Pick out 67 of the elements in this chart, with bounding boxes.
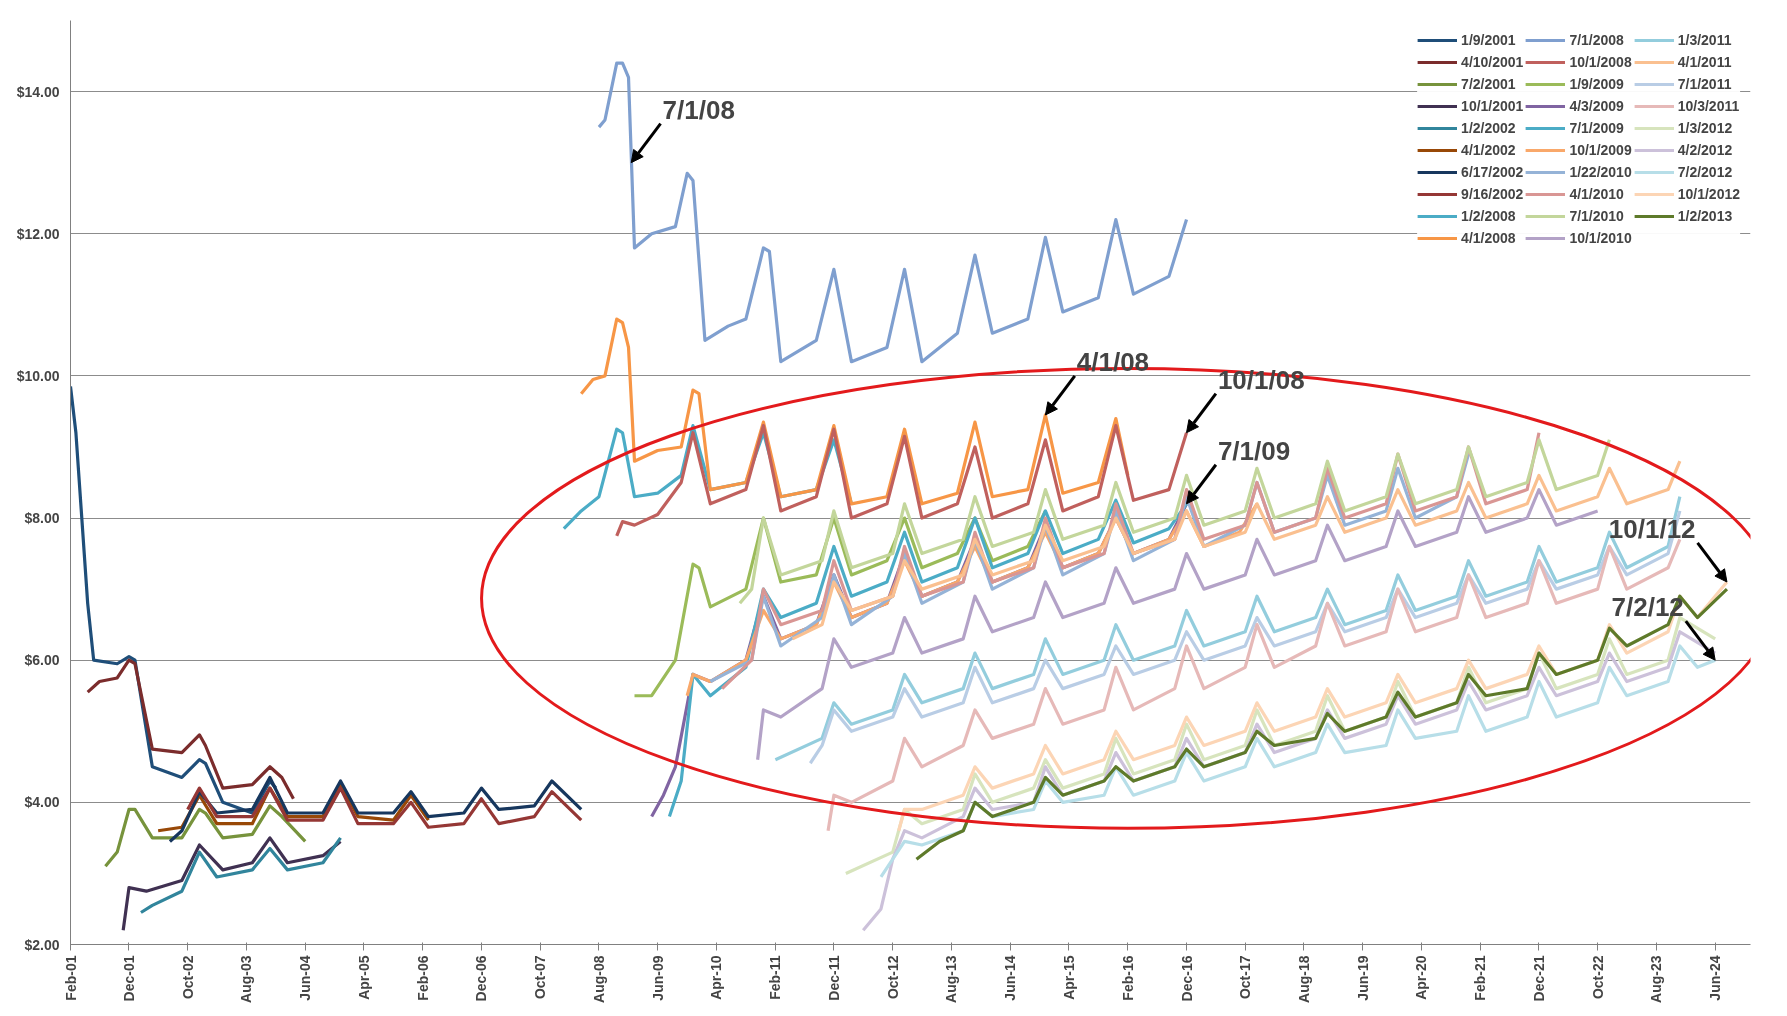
y-tick-label: $8.00 <box>24 510 60 527</box>
legend-label: 1/22/2010 <box>1569 164 1632 180</box>
legend-label: 10/3/2011 <box>1677 98 1740 114</box>
x-tick-label: Feb-11 <box>767 955 784 1000</box>
x-tick-label: Jun-19 <box>1354 955 1371 1001</box>
legend-label: 10/1/2008 <box>1569 54 1632 70</box>
legend-label: 10/1/2009 <box>1569 142 1632 158</box>
x-tick-label: Oct-17 <box>1237 955 1254 1000</box>
legend-label: 7/1/2009 <box>1569 120 1624 136</box>
x-tick-label: Aug-18 <box>1295 955 1312 1003</box>
legend-label: 4/10/2001 <box>1461 54 1524 70</box>
x-tick-label: Apr-10 <box>708 955 725 1000</box>
y-tick-label: $2.00 <box>24 936 60 953</box>
annotation: 7/1/09 <box>1217 435 1291 466</box>
legend-label: 7/1/2008 <box>1569 32 1624 48</box>
y-tick-label: $4.00 <box>24 794 60 811</box>
y-tick-label: $10.00 <box>16 367 60 384</box>
legend-label: 9/16/2002 <box>1461 186 1524 202</box>
legend-label: 4/1/2002 <box>1461 142 1516 158</box>
x-tick-label: Oct-12 <box>884 955 901 1000</box>
y-tick-label: $14.00 <box>16 83 60 100</box>
x-tick-label: Feb-01 <box>62 955 79 1001</box>
x-tick-label: Aug-23 <box>1648 955 1665 1003</box>
legend-label: 4/3/2009 <box>1569 98 1624 114</box>
legend-label: 1/2/2002 <box>1461 120 1516 136</box>
y-tick-label: $12.00 <box>16 225 60 242</box>
legend-label: 6/17/2002 <box>1461 164 1524 180</box>
x-tick-label: Feb-16 <box>1119 955 1136 1001</box>
legend-label: 1/2/2013 <box>1677 208 1733 224</box>
legend-label: 4/1/2011 <box>1677 54 1732 70</box>
legend-label: 4/2/2012 <box>1677 142 1733 158</box>
x-tick-label: Jun-09 <box>649 955 666 1001</box>
legend-label: 1/3/2012 <box>1677 120 1733 136</box>
annotation: 7/1/08 <box>662 94 735 125</box>
x-tick-label: Feb-21 <box>1472 955 1489 1001</box>
legend-label: 7/1/2010 <box>1569 208 1624 224</box>
legend-label: 7/1/2011 <box>1677 76 1732 92</box>
x-tick-label: Apr-20 <box>1413 955 1430 1000</box>
x-tick-label: Aug-08 <box>590 955 607 1003</box>
x-tick-label: Dec-06 <box>473 955 490 1002</box>
legend-label: 7/2/2001 <box>1461 76 1516 92</box>
x-tick-label: Dec-11 <box>825 955 842 1001</box>
x-tick-label: Jun-24 <box>1707 955 1724 1001</box>
x-tick-label: Dec-16 <box>1178 955 1195 1002</box>
x-tick-label: Feb-06 <box>414 955 431 1001</box>
legend-label: 1/2/2008 <box>1461 208 1516 224</box>
legend-label: 10/1/2010 <box>1569 230 1632 246</box>
legend-label: 7/2/2012 <box>1677 164 1733 180</box>
legend-label: 1/9/2009 <box>1569 76 1624 92</box>
x-tick-label: Aug-13 <box>943 955 960 1003</box>
legend-label: 4/1/2008 <box>1461 230 1516 246</box>
x-tick-label: Oct-02 <box>179 955 196 1000</box>
x-tick-label: Aug-03 <box>238 955 255 1003</box>
x-tick-label: Jun-04 <box>297 955 314 1001</box>
x-tick-label: Dec-21 <box>1530 955 1547 1002</box>
x-tick-label: Apr-15 <box>1060 955 1077 1000</box>
x-tick-label: Jun-14 <box>1002 955 1019 1001</box>
legend-label: 10/1/2001 <box>1461 98 1524 114</box>
legend-label: 1/3/2011 <box>1677 32 1732 48</box>
legend-label: 10/1/2012 <box>1677 186 1740 202</box>
x-tick-label: Oct-22 <box>1589 955 1606 1000</box>
x-tick-label: Apr-05 <box>355 955 372 1000</box>
x-tick-label: Dec-01 <box>120 955 137 1002</box>
y-tick-label: $6.00 <box>24 652 60 669</box>
legend-label: 1/9/2001 <box>1461 32 1516 48</box>
legend-label: 4/1/2010 <box>1569 186 1624 202</box>
x-tick-label: Oct-07 <box>532 955 549 1000</box>
